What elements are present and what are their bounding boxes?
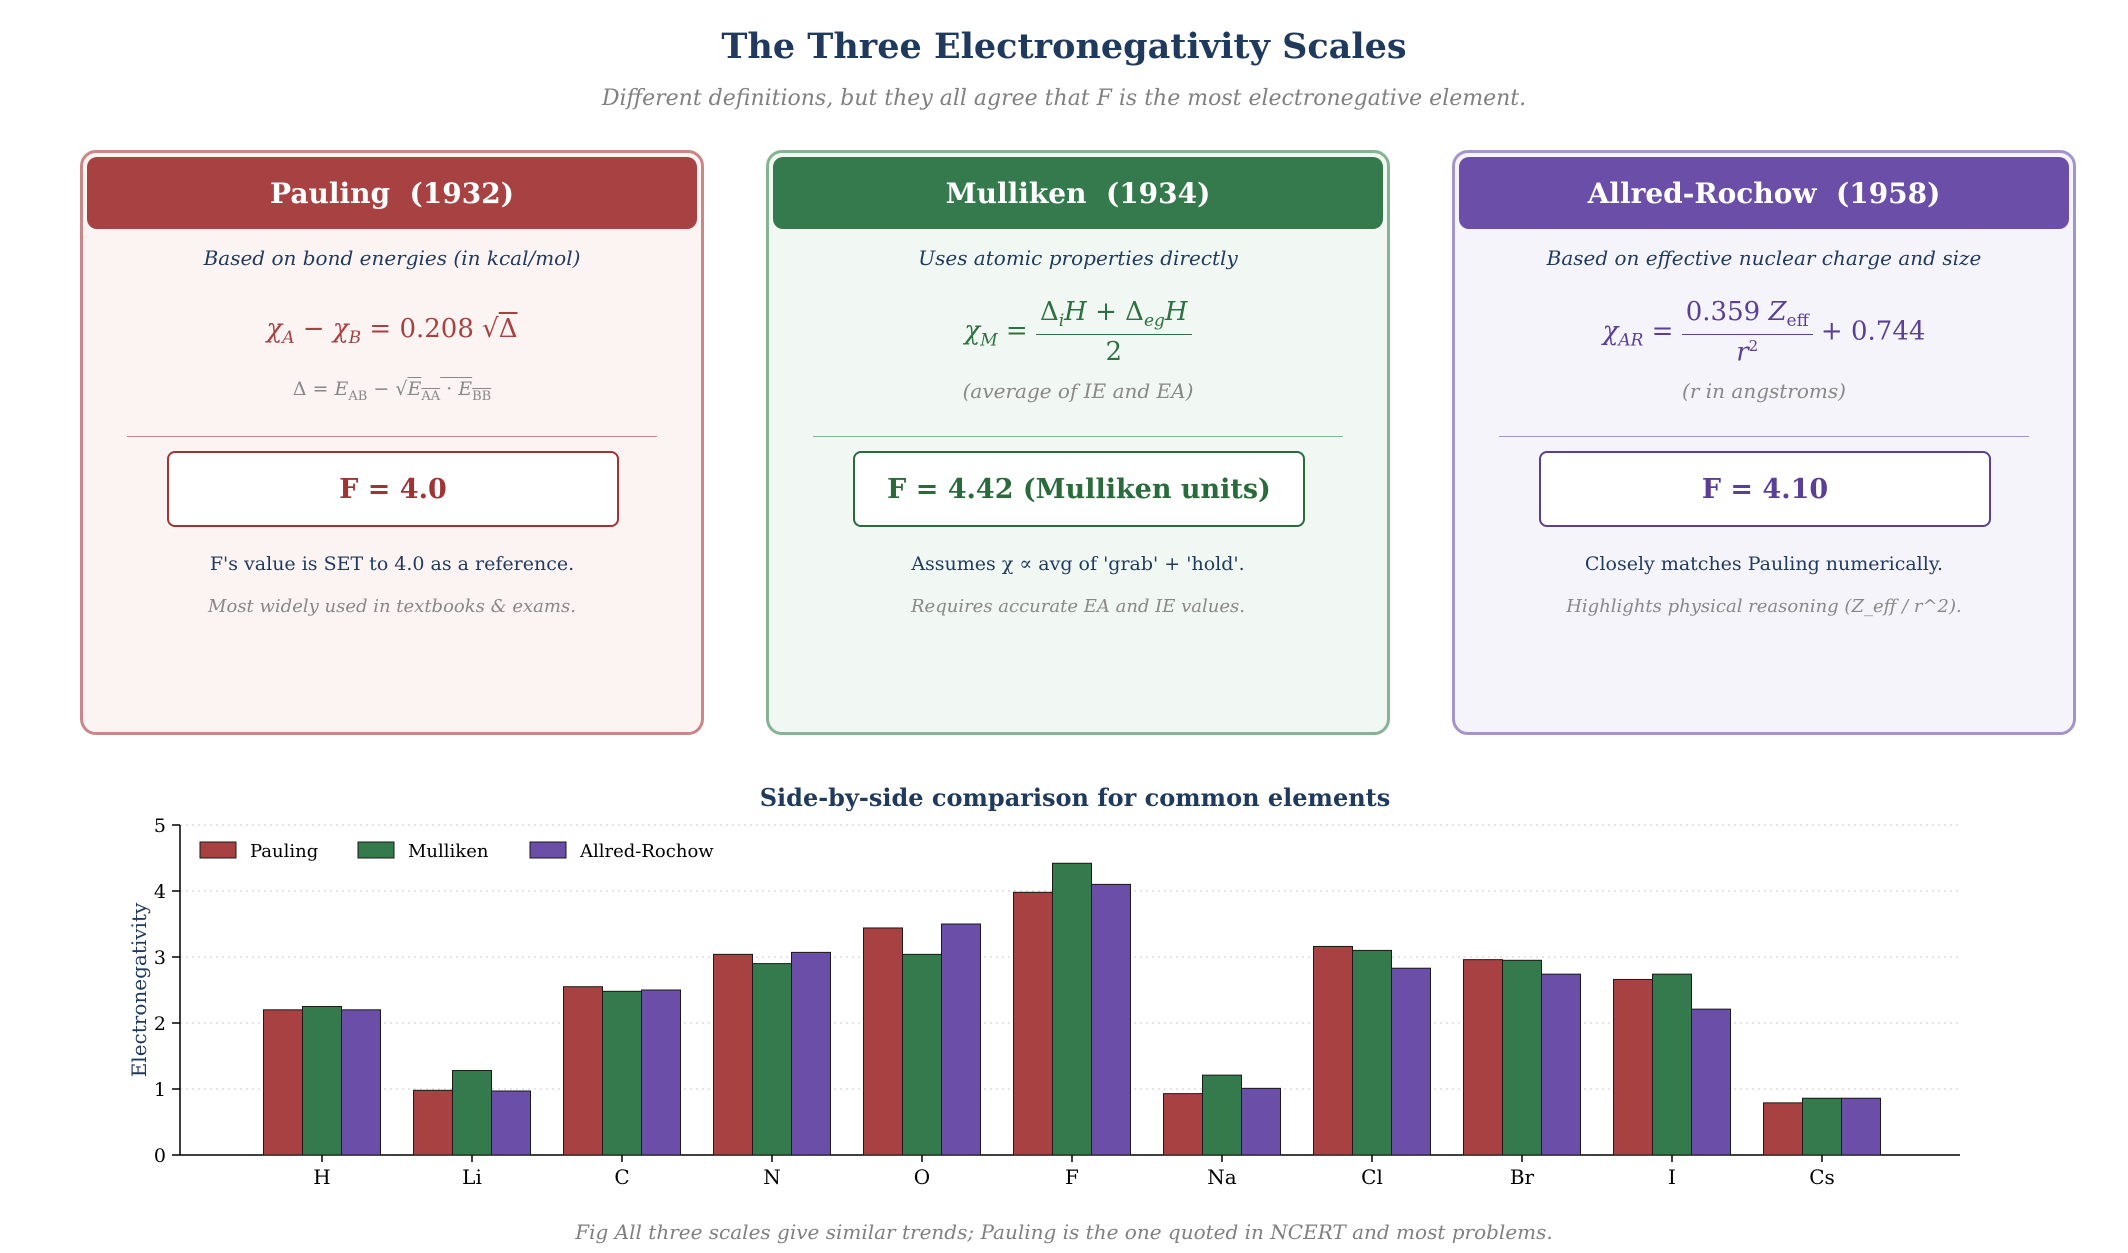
pauling-description: F's value is SET to 4.0 as a reference. — [209, 553, 575, 575]
x-tick-label: Br — [1510, 1165, 1535, 1189]
allred-rochow-divider — [1499, 436, 2029, 437]
bar-allred-rochow-li — [491, 1090, 531, 1156]
mulliken-panel-heading: Mulliken (1934) — [773, 157, 1383, 229]
bar-pauling-o — [863, 927, 903, 1156]
x-tick-label: H — [313, 1165, 330, 1189]
bar-pauling-cl — [1313, 945, 1353, 1156]
allred-rochow-description: Closely matches Pauling numerically. — [1584, 553, 1944, 575]
bar-mulliken-na — [1202, 1074, 1242, 1156]
bar-pauling-f — [1013, 891, 1053, 1156]
bar-pauling-i — [1613, 978, 1653, 1156]
bar-mulliken-li — [452, 1070, 492, 1156]
mulliken-basis: Uses atomic properties directly — [918, 246, 1238, 270]
bar-allred-rochow-cl — [1391, 967, 1431, 1156]
bar-pauling-li — [413, 1089, 453, 1156]
x-tick-label: N — [763, 1165, 781, 1189]
x-tick-label: I — [1668, 1165, 1676, 1189]
allred-rochow-formula: χAR = 0.359 Zeff r2 + 0.744 — [1602, 297, 1926, 368]
allred-rochow-note: Highlights physical reasoning (Z_eff / r… — [1566, 596, 1962, 617]
x-tick-label: Cl — [1361, 1165, 1383, 1189]
bar-pauling-h — [263, 1009, 303, 1156]
bar-mulliken-i — [1652, 973, 1692, 1156]
x-tick-label: Cs — [1809, 1165, 1835, 1189]
y-tick-label: 1 — [154, 1079, 166, 1101]
y-tick-label: 4 — [154, 881, 166, 903]
pauling-formula-note: Δ = EAB − √EAA · EBB — [292, 378, 492, 404]
mulliken-formula: χM = ΔiH + ΔegH 2 — [769, 299, 1387, 365]
pauling-formula: χA − χB = 0.208 √Δ — [266, 314, 518, 349]
bar-pauling-n — [713, 953, 753, 1156]
mulliken-value-box: F = 4.42 (Mulliken units) — [853, 451, 1305, 527]
bar-pauling-cs — [1763, 1102, 1803, 1156]
page-subtitle: Different definitions, but they all agre… — [601, 86, 1527, 111]
pauling-basis: Based on bond energies (in kcal/mol) — [203, 246, 581, 270]
x-tick-label: C — [614, 1165, 629, 1189]
mulliken-formula-note: (average of IE and EA) — [962, 379, 1194, 403]
allred-rochow-basis: Based on effective nuclear charge and si… — [1546, 246, 1982, 270]
x-tick-label: O — [914, 1165, 930, 1189]
pauling-panel: Pauling (1932) Based on bond energies (i… — [80, 150, 704, 735]
figure-caption: Fig All three scales give similar trends… — [575, 1220, 1553, 1244]
legend-label: Allred-Rochow — [579, 841, 714, 862]
bar-allred-rochow-cs — [1841, 1097, 1881, 1156]
legend-swatch — [357, 841, 395, 859]
legend-label: Mulliken — [408, 841, 489, 862]
y-tick-label: 3 — [154, 947, 166, 969]
chart-title: Side-by-side comparison for common eleme… — [759, 783, 1391, 812]
x-tick-label: Li — [462, 1165, 482, 1189]
x-tick-label: F — [1065, 1165, 1079, 1189]
page-title: The Three Electronegativity Scales — [721, 26, 1407, 67]
mulliken-description: Assumes χ ∝ avg of 'grab' + 'hold'. — [911, 553, 1245, 575]
allred-rochow-panel: Allred-Rochow (1958) Based on effective … — [1452, 150, 2076, 735]
y-tick-label: 2 — [154, 1013, 166, 1035]
bar-mulliken-br — [1502, 959, 1542, 1156]
bar-allred-rochow-c — [641, 989, 681, 1156]
bar-mulliken-cs — [1802, 1097, 1842, 1156]
legend-label: Pauling — [250, 841, 318, 862]
pauling-note: Most widely used in textbooks & exams. — [208, 596, 576, 617]
legend-swatch — [529, 841, 567, 859]
pauling-panel-heading: Pauling (1932) — [87, 157, 697, 229]
allred-rochow-panel-heading: Allred-Rochow (1958) — [1459, 157, 2069, 229]
pauling-value-box: F = 4.0 — [167, 451, 619, 527]
bar-allred-rochow-i — [1691, 1008, 1731, 1156]
bar-allred-rochow-h — [341, 1009, 381, 1156]
bar-allred-rochow-br — [1541, 973, 1581, 1156]
bar-allred-rochow-na — [1241, 1087, 1281, 1156]
bar-allred-rochow-n — [791, 951, 831, 1156]
mulliken-panel: Mulliken (1934) Uses atomic properties d… — [766, 150, 1390, 735]
bar-mulliken-c — [602, 990, 642, 1156]
bar-mulliken-o — [902, 953, 942, 1156]
legend-swatch — [199, 841, 237, 859]
bar-allred-rochow-f — [1091, 883, 1131, 1156]
y-tick-label: 0 — [154, 1145, 166, 1167]
bar-mulliken-cl — [1352, 949, 1392, 1156]
bar-mulliken-n — [752, 963, 792, 1156]
bar-mulliken-h — [302, 1006, 342, 1156]
mulliken-note: Requires accurate EA and IE values. — [911, 596, 1245, 617]
x-tick-label: Na — [1207, 1165, 1237, 1189]
allred-rochow-value-box: F = 4.10 — [1539, 451, 1991, 527]
bar-pauling-na — [1163, 1093, 1203, 1156]
allred-rochow-formula-note: (r in angstroms) — [1682, 379, 1846, 403]
bar-pauling-c — [563, 986, 603, 1156]
y-axis-label: Electronegativity — [127, 902, 151, 1077]
y-tick-label: 5 — [154, 815, 166, 837]
mulliken-divider — [813, 436, 1343, 437]
pauling-divider — [127, 436, 657, 437]
bar-mulliken-f — [1052, 862, 1092, 1156]
bar-pauling-br — [1463, 959, 1503, 1156]
bar-allred-rochow-o — [941, 923, 981, 1156]
